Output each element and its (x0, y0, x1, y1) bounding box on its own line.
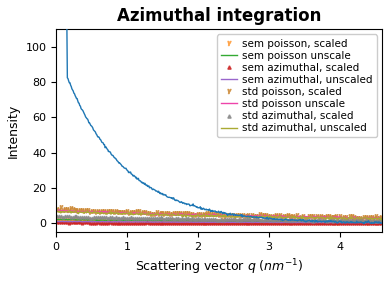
sem poisson unscale (210, 219, 214, 223)
Line: sem azimuthal, unscaled: sem azimuthal, unscaled (57, 221, 382, 223)
std azimuthal, unscaled (231, 215, 236, 218)
sem poisson unscale (373, 220, 378, 224)
std poisson, scaled (223, 214, 227, 217)
std azimuthal, scaled (100, 215, 104, 219)
sem azimuthal, scaled (102, 221, 106, 224)
std poisson, scaled (172, 211, 177, 215)
std azimuthal, scaled (219, 217, 223, 220)
std poisson unscale (54, 210, 59, 213)
sem poisson unscale (249, 220, 253, 223)
sem azimuthal, scaled (270, 221, 274, 225)
std poisson, scaled (219, 213, 223, 217)
std azimuthal, scaled (375, 220, 380, 223)
sem poisson, scaled (170, 219, 175, 222)
std azimuthal, unscaled (373, 216, 377, 220)
Legend: sem poisson, scaled, sem poisson unscale, sem azimuthal, scaled, sem azimuthal, : sem poisson, scaled, sem poisson unscale… (217, 34, 377, 137)
sem poisson unscale (380, 220, 384, 224)
std poisson unscale (56, 208, 61, 212)
std poisson, scaled (54, 207, 59, 210)
std azimuthal, scaled (62, 214, 67, 218)
std poisson unscale (210, 214, 214, 217)
sem azimuthal, unscaled (77, 220, 82, 223)
std azimuthal, unscaled (380, 218, 384, 221)
std poisson, scaled (346, 218, 350, 221)
sem azimuthal, unscaled (322, 221, 326, 224)
sem azimuthal, scaled (172, 221, 177, 224)
sem poisson, scaled (54, 218, 59, 222)
std azimuthal, unscaled (212, 214, 216, 217)
sem poisson unscale (231, 220, 236, 223)
std azimuthal, scaled (223, 217, 227, 221)
sem azimuthal, unscaled (249, 221, 253, 224)
sem poisson, scaled (365, 222, 370, 225)
std azimuthal, unscaled (54, 210, 59, 214)
std poisson unscale (249, 215, 253, 218)
Line: std poisson, scaled: std poisson, scaled (55, 206, 383, 221)
std poisson, scaled (102, 210, 106, 213)
Line: sem poisson, scaled: sem poisson, scaled (55, 218, 383, 225)
sem azimuthal, unscaled (54, 220, 59, 223)
std poisson unscale (231, 215, 236, 218)
std poisson unscale (373, 217, 378, 221)
std poisson unscale (322, 216, 326, 220)
sem poisson, scaled (98, 220, 102, 223)
std poisson, scaled (379, 216, 384, 219)
std azimuthal, scaled (270, 218, 274, 221)
sem azimuthal, scaled (379, 221, 384, 225)
sem azimuthal, scaled (60, 221, 65, 224)
std poisson, scaled (58, 206, 63, 209)
std poisson unscale (212, 212, 216, 216)
sem poisson, scaled (379, 221, 384, 224)
sem poisson unscale (212, 220, 216, 223)
sem poisson unscale (62, 218, 67, 221)
std azimuthal, scaled (172, 217, 177, 220)
sem poisson, scaled (217, 220, 221, 224)
sem azimuthal, unscaled (231, 221, 236, 224)
std poisson unscale (368, 218, 373, 221)
std azimuthal, scaled (54, 214, 59, 218)
sem poisson, scaled (100, 219, 104, 222)
Line: std azimuthal, unscaled: std azimuthal, unscaled (57, 211, 382, 220)
sem azimuthal, scaled (100, 221, 104, 224)
sem azimuthal, unscaled (373, 221, 377, 224)
std azimuthal, scaled (102, 216, 106, 219)
sem azimuthal, scaled (54, 221, 59, 224)
std poisson, scaled (270, 215, 274, 219)
Title: Azimuthal integration: Azimuthal integration (117, 7, 321, 25)
sem azimuthal, scaled (361, 222, 366, 225)
Line: sem azimuthal, scaled: sem azimuthal, scaled (56, 221, 383, 225)
sem poisson, scaled (268, 220, 272, 224)
Line: std poisson unscale: std poisson unscale (57, 210, 382, 220)
std azimuthal, unscaled (379, 218, 384, 221)
sem poisson unscale (54, 218, 59, 221)
sem poisson unscale (322, 220, 326, 223)
std poisson, scaled (100, 210, 104, 213)
X-axis label: Scattering vector $q$ $(nm^{-1})$: Scattering vector $q$ $(nm^{-1})$ (135, 258, 303, 277)
std azimuthal, unscaled (322, 216, 326, 220)
std azimuthal, unscaled (249, 215, 253, 219)
sem azimuthal, unscaled (212, 220, 216, 224)
std azimuthal, unscaled (210, 213, 214, 217)
sem azimuthal, scaled (219, 221, 223, 225)
sem azimuthal, unscaled (373, 221, 378, 225)
Line: sem poisson unscale: sem poisson unscale (57, 219, 382, 222)
Line: std azimuthal, scaled: std azimuthal, scaled (56, 214, 383, 223)
sem azimuthal, unscaled (380, 221, 384, 224)
std poisson unscale (380, 217, 384, 220)
std azimuthal, scaled (379, 218, 384, 222)
sem poisson unscale (372, 220, 377, 224)
sem azimuthal, unscaled (210, 221, 214, 224)
std azimuthal, unscaled (68, 209, 72, 212)
Y-axis label: Intensity: Intensity (7, 104, 20, 158)
sem azimuthal, scaled (223, 221, 227, 224)
sem poisson, scaled (221, 219, 225, 222)
